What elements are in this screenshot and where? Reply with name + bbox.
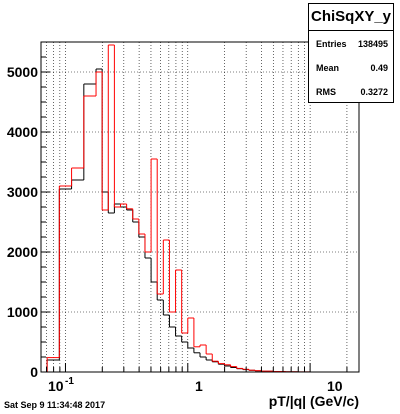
x-tick-label-2: 1 [195,378,203,394]
axis-ticks [41,41,348,373]
x-tick-label-3: 10 [327,378,343,394]
y-tick-label-2: 2000 [7,244,38,260]
stats-rms-value: 0.3272 [360,87,388,97]
stats-entries-label: Entries [316,39,347,49]
y-tick-label-0: 0 [30,364,38,380]
y-tick-label-5: 5000 [7,64,38,80]
stats-row-rms: RMS 0.3272 [309,79,393,103]
stats-row-mean: Mean 0.49 [309,55,393,79]
stats-mean-label: Mean [316,63,340,73]
y-tick-label-1: 1000 [7,304,38,320]
stats-title: ChiSqXY_y [309,4,393,31]
stats-rms-label: RMS [316,87,336,97]
series-0 [46,68,311,373]
y-tick-label-3: 3000 [7,184,38,200]
stats-row-entries: Entries 138495 [309,31,393,55]
histogram-series [46,44,311,373]
x-axis-title: pT/|q| (GeV/c) [269,393,359,409]
x-tick-label-1: 10 [48,378,64,394]
stats-entries-value: 138495 [357,39,388,49]
stats-mean-value: 0.49 [370,63,388,73]
series-1 [46,44,311,373]
x-tick-exponent: -1 [65,376,74,387]
y-tick-label-4: 4000 [7,124,38,140]
timestamp: Sat Sep 9 11:34:48 2017 [4,400,106,410]
stats-box: ChiSqXY_y Entries 138495 Mean 0.49 RMS 0… [308,3,394,103]
y-tick-labels: 0 1000 2000 3000 4000 5000 [7,64,38,380]
